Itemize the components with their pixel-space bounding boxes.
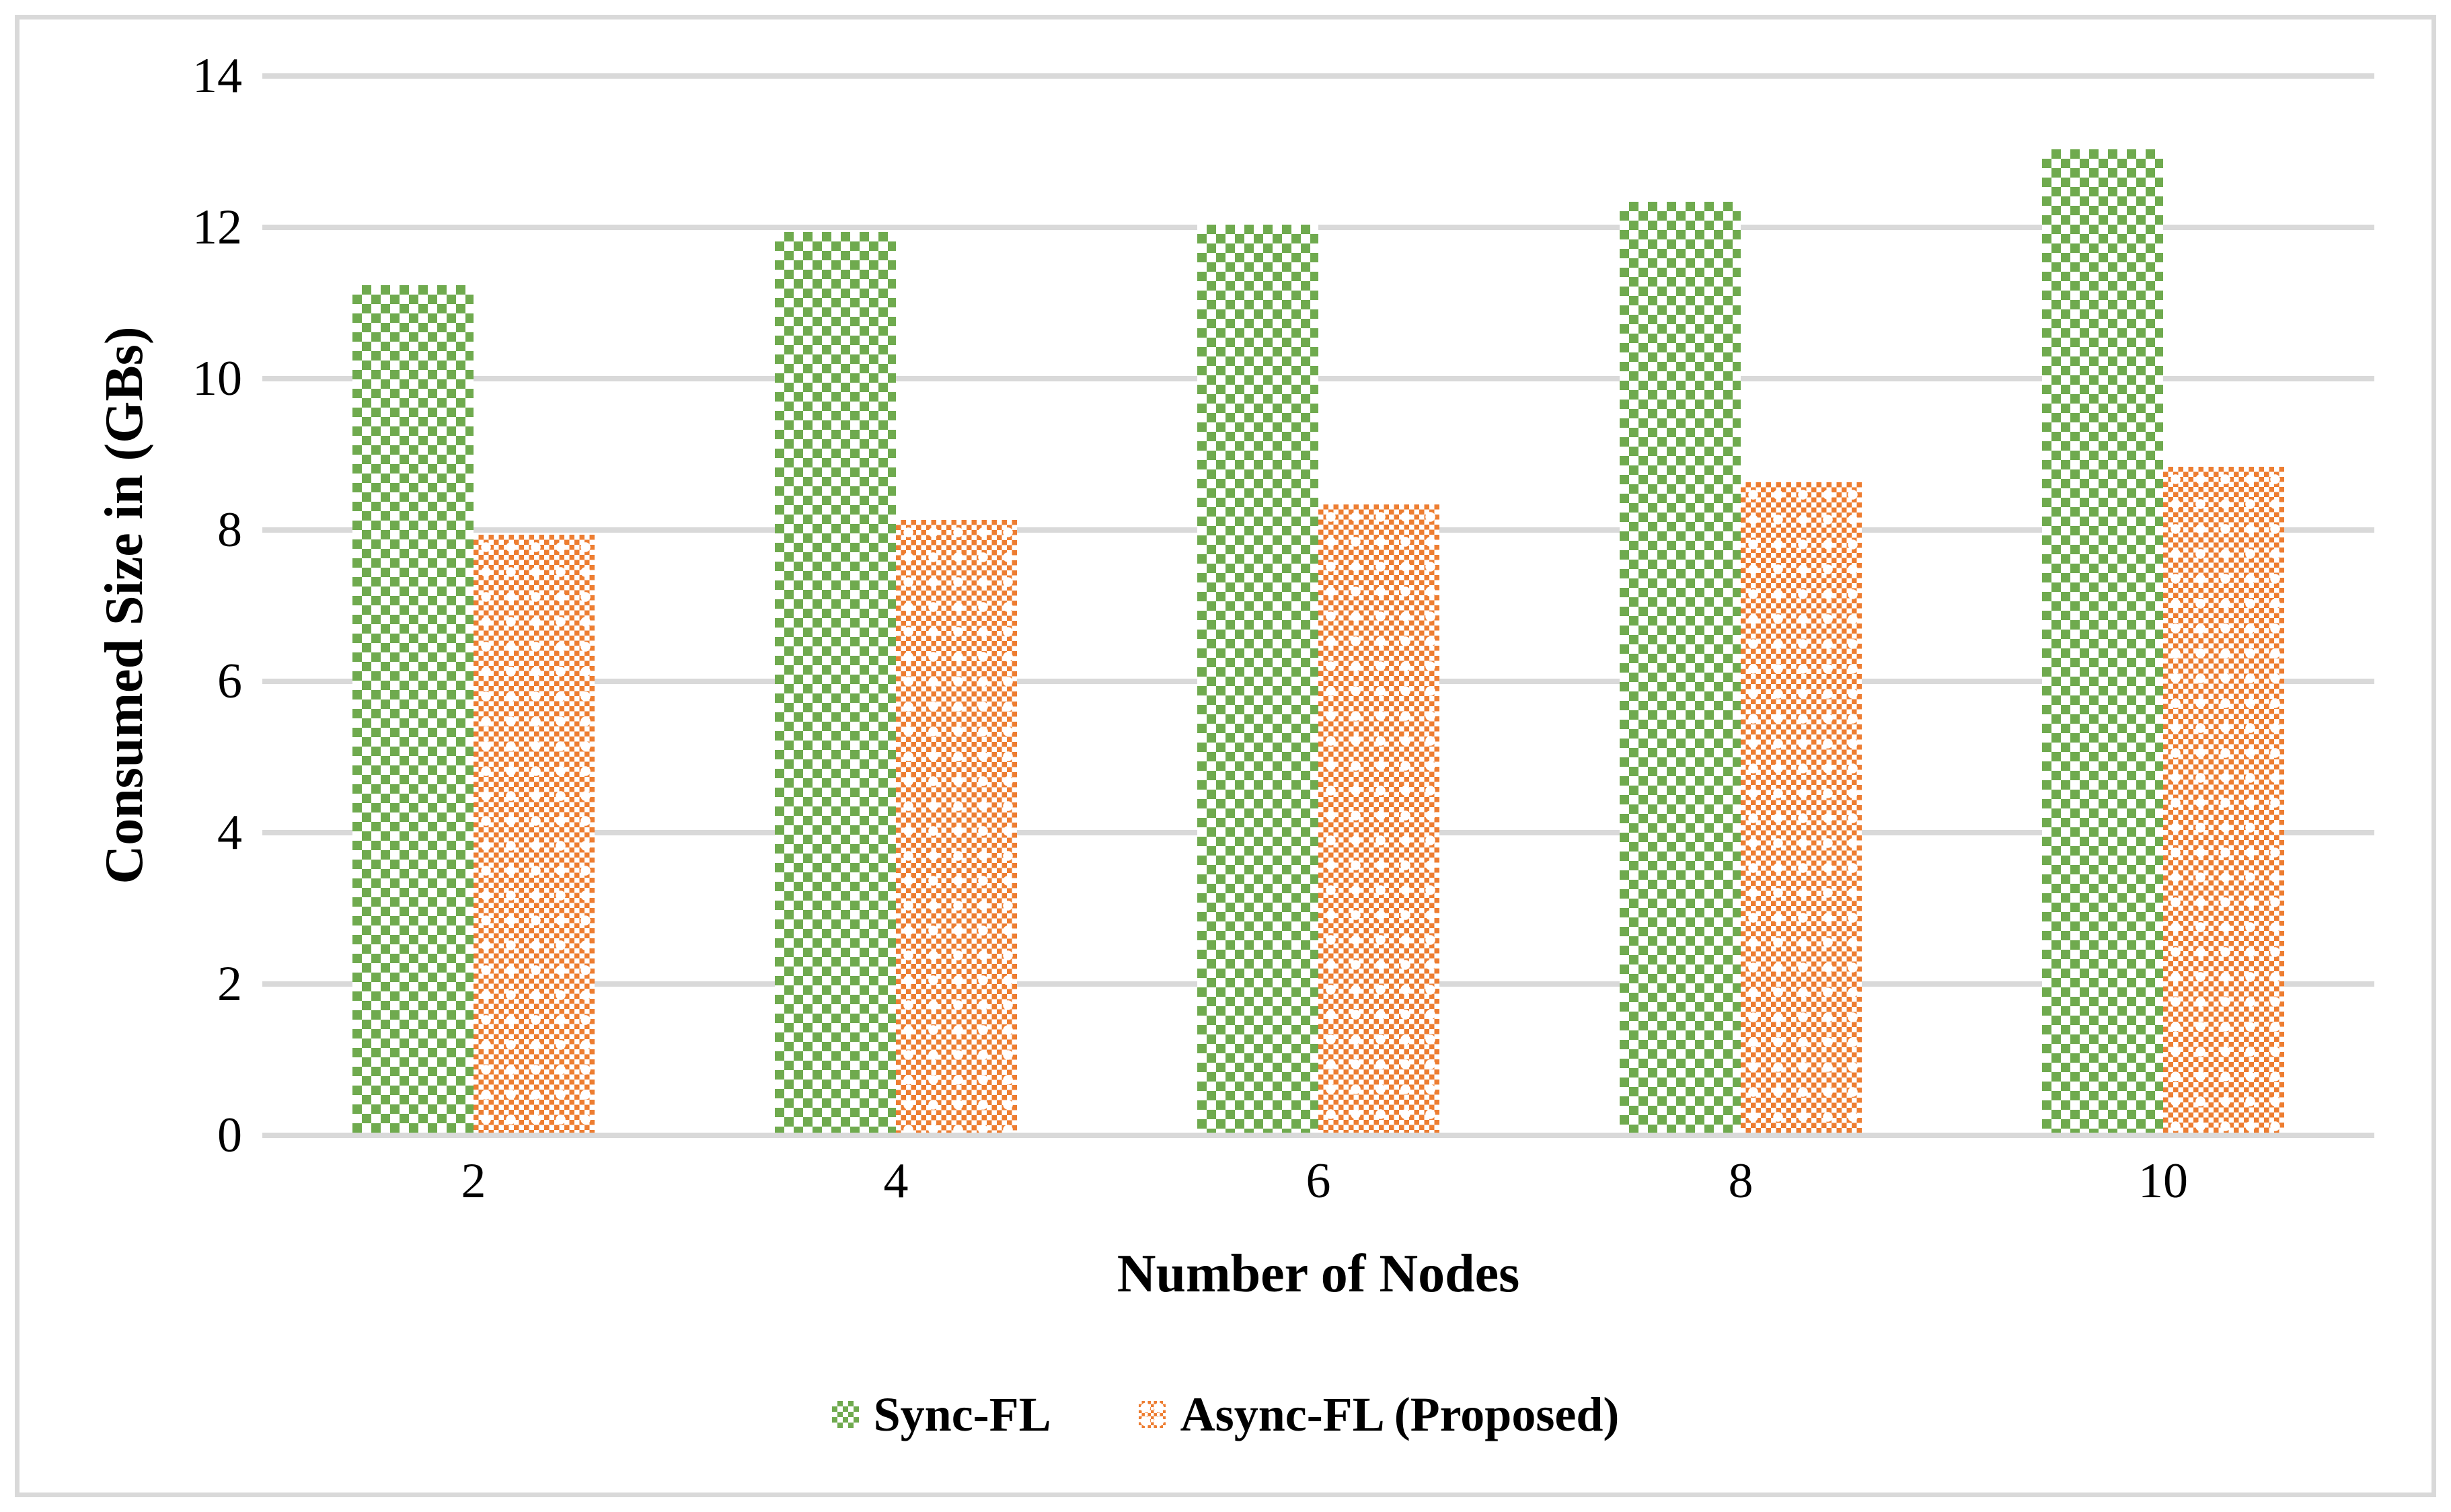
bar-async-fl-proposed-nodes-2 xyxy=(474,535,595,1133)
bar-group-4-nodes xyxy=(685,73,1107,1133)
bar-group-10-nodes xyxy=(1952,73,2374,1133)
bar-sync-fl-nodes-4 xyxy=(775,232,896,1133)
gridline-y-0 xyxy=(262,1133,2374,1138)
gridline-y-10 xyxy=(262,376,2374,381)
bar-sync-fl-nodes-6 xyxy=(1197,225,1318,1133)
y-tick-label-8: 8 xyxy=(217,502,242,558)
bar-async-fl-proposed-nodes-4 xyxy=(896,519,1017,1133)
bar-async-fl-proposed-nodes-8 xyxy=(1741,482,1862,1133)
y-tick-label-4: 4 xyxy=(217,805,242,860)
bar-group-6-nodes xyxy=(1107,73,1530,1133)
bar-sync-fl-nodes-8 xyxy=(1620,202,1741,1133)
x-tick-label-8: 8 xyxy=(1728,1154,1754,1209)
y-tick-label-6: 6 xyxy=(217,654,242,709)
bar-async-fl-proposed-nodes-10 xyxy=(2163,467,2284,1133)
x-tick-label-4: 4 xyxy=(883,1154,909,1209)
y-tick-label-12: 12 xyxy=(192,200,242,255)
y-tick-label-2: 2 xyxy=(217,956,242,1012)
legend-label: Async-FL (Proposed) xyxy=(1180,1388,1620,1441)
bar-group-8-nodes xyxy=(1530,73,1952,1133)
legend: Sync-FL Async-FL (Proposed) xyxy=(0,1377,2451,1451)
bar-groups xyxy=(262,73,2374,1133)
y-tick-label-14: 14 xyxy=(192,48,242,104)
y-tick-label-10: 10 xyxy=(192,351,242,406)
x-axis-tick-labels: 2 4 6 8 10 xyxy=(262,1154,2374,1209)
gridline-y-14 xyxy=(262,73,2374,79)
legend-label: Sync-FL xyxy=(873,1388,1051,1441)
legend-swatch-icon xyxy=(1138,1401,1166,1428)
legend-swatch-icon xyxy=(831,1401,859,1428)
y-tick-label-0: 0 xyxy=(217,1108,242,1163)
bar-async-fl-proposed-nodes-6 xyxy=(1318,504,1439,1133)
x-tick-label-6: 6 xyxy=(1306,1154,1331,1209)
x-axis-title: Number of Nodes xyxy=(1117,1244,1520,1303)
bar-sync-fl-nodes-2 xyxy=(352,285,474,1133)
legend-item-sync-fl: Sync-FL xyxy=(831,1388,1051,1441)
y-axis-title: Consumed Size in (GBs) xyxy=(95,326,154,884)
gridline-y-12 xyxy=(262,225,2374,230)
legend-item-async-fl: Async-FL (Proposed) xyxy=(1138,1388,1620,1441)
bar-group-2-nodes xyxy=(262,73,685,1133)
bar-sync-fl-nodes-10 xyxy=(2042,149,2163,1133)
x-tick-label-10: 10 xyxy=(2138,1154,2188,1209)
plot-area: 0 2 4 6 8 10 12 14 xyxy=(192,51,2374,1160)
x-tick-label-2: 2 xyxy=(461,1154,486,1209)
